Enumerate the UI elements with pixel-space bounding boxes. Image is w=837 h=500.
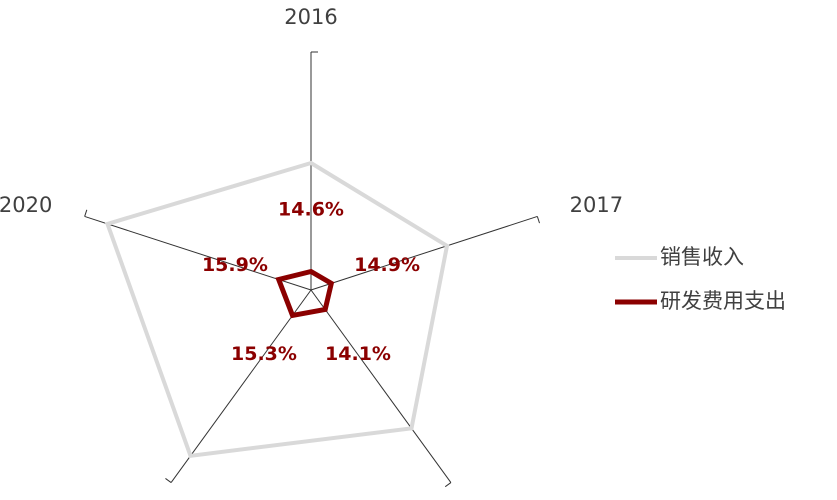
axis-hook <box>165 478 172 483</box>
axis-label: 2017 <box>570 193 623 217</box>
axis-line <box>310 289 452 483</box>
axis-label: 2019 <box>98 497 151 500</box>
axis-label: 2016 <box>284 5 337 29</box>
series-polygon <box>275 268 335 319</box>
axis-hook <box>84 209 88 217</box>
series-polygon <box>104 160 450 458</box>
axis-line <box>84 215 312 291</box>
axis-line <box>170 289 312 483</box>
legend-label: 销售收入 <box>660 245 744 269</box>
data-label: 14.9% <box>354 254 420 276</box>
data-label: 14.6% <box>278 199 344 221</box>
axis-hook <box>444 482 452 488</box>
axis-line <box>310 215 538 291</box>
data-label: 14.1% <box>325 343 391 365</box>
data-label: 15.3% <box>231 343 297 365</box>
axis-hook <box>536 216 540 224</box>
data-label: 15.9% <box>202 254 268 276</box>
axis-label: 2018 <box>471 497 524 500</box>
axis-label: 2020 <box>0 193 52 217</box>
legend-label: 研发费用支出 <box>660 289 786 313</box>
